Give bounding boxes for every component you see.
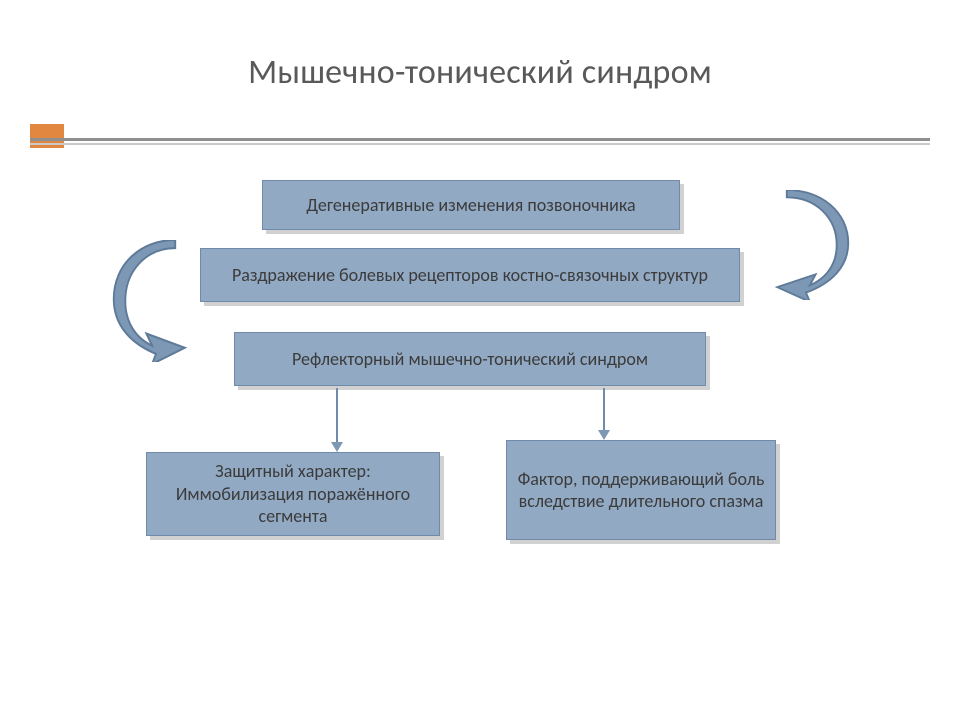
curved-arrow-right-path <box>777 190 848 300</box>
box-text: Рефлекторный мышечно-тонический синдром <box>292 348 648 371</box>
arrow-head-icon <box>598 430 610 440</box>
hr-bottom-line <box>30 143 930 145</box>
box-text: Раздражение болевых рецепторов костно-св… <box>232 264 708 287</box>
page-title: Мышечно-тонический синдром <box>0 52 960 93</box>
horizontal-rule <box>30 138 930 144</box>
arrow-head-icon <box>331 442 343 452</box>
box-degenerative: Дегенеративные изменения позвоночника <box>262 180 680 230</box>
hr-top-line <box>30 138 930 141</box>
curved-arrow-left-path <box>114 240 185 362</box>
box-text: Дегенеративные изменения позвоночника <box>306 194 635 217</box>
box-text: Фактор, поддерживающий боль вследствие д… <box>512 468 770 513</box>
box-irritation: Раздражение болевых рецепторов костно-св… <box>200 248 740 302</box>
curved-arrow-left <box>108 240 204 362</box>
box-reflex: Рефлекторный мышечно-тонический синдром <box>234 332 706 386</box>
box-factor: Фактор, поддерживающий боль вследствие д… <box>506 440 776 540</box>
box-text: Защитный характер: Иммобилизация поражён… <box>152 460 434 528</box>
arrow-down-left <box>327 388 347 452</box>
box-protective: Защитный характер: Иммобилизация поражён… <box>146 452 440 536</box>
arrow-down-right <box>594 388 614 440</box>
slide: Мышечно-тонический синдром Дегенеративны… <box>0 0 960 720</box>
curved-arrow-right <box>758 190 854 300</box>
